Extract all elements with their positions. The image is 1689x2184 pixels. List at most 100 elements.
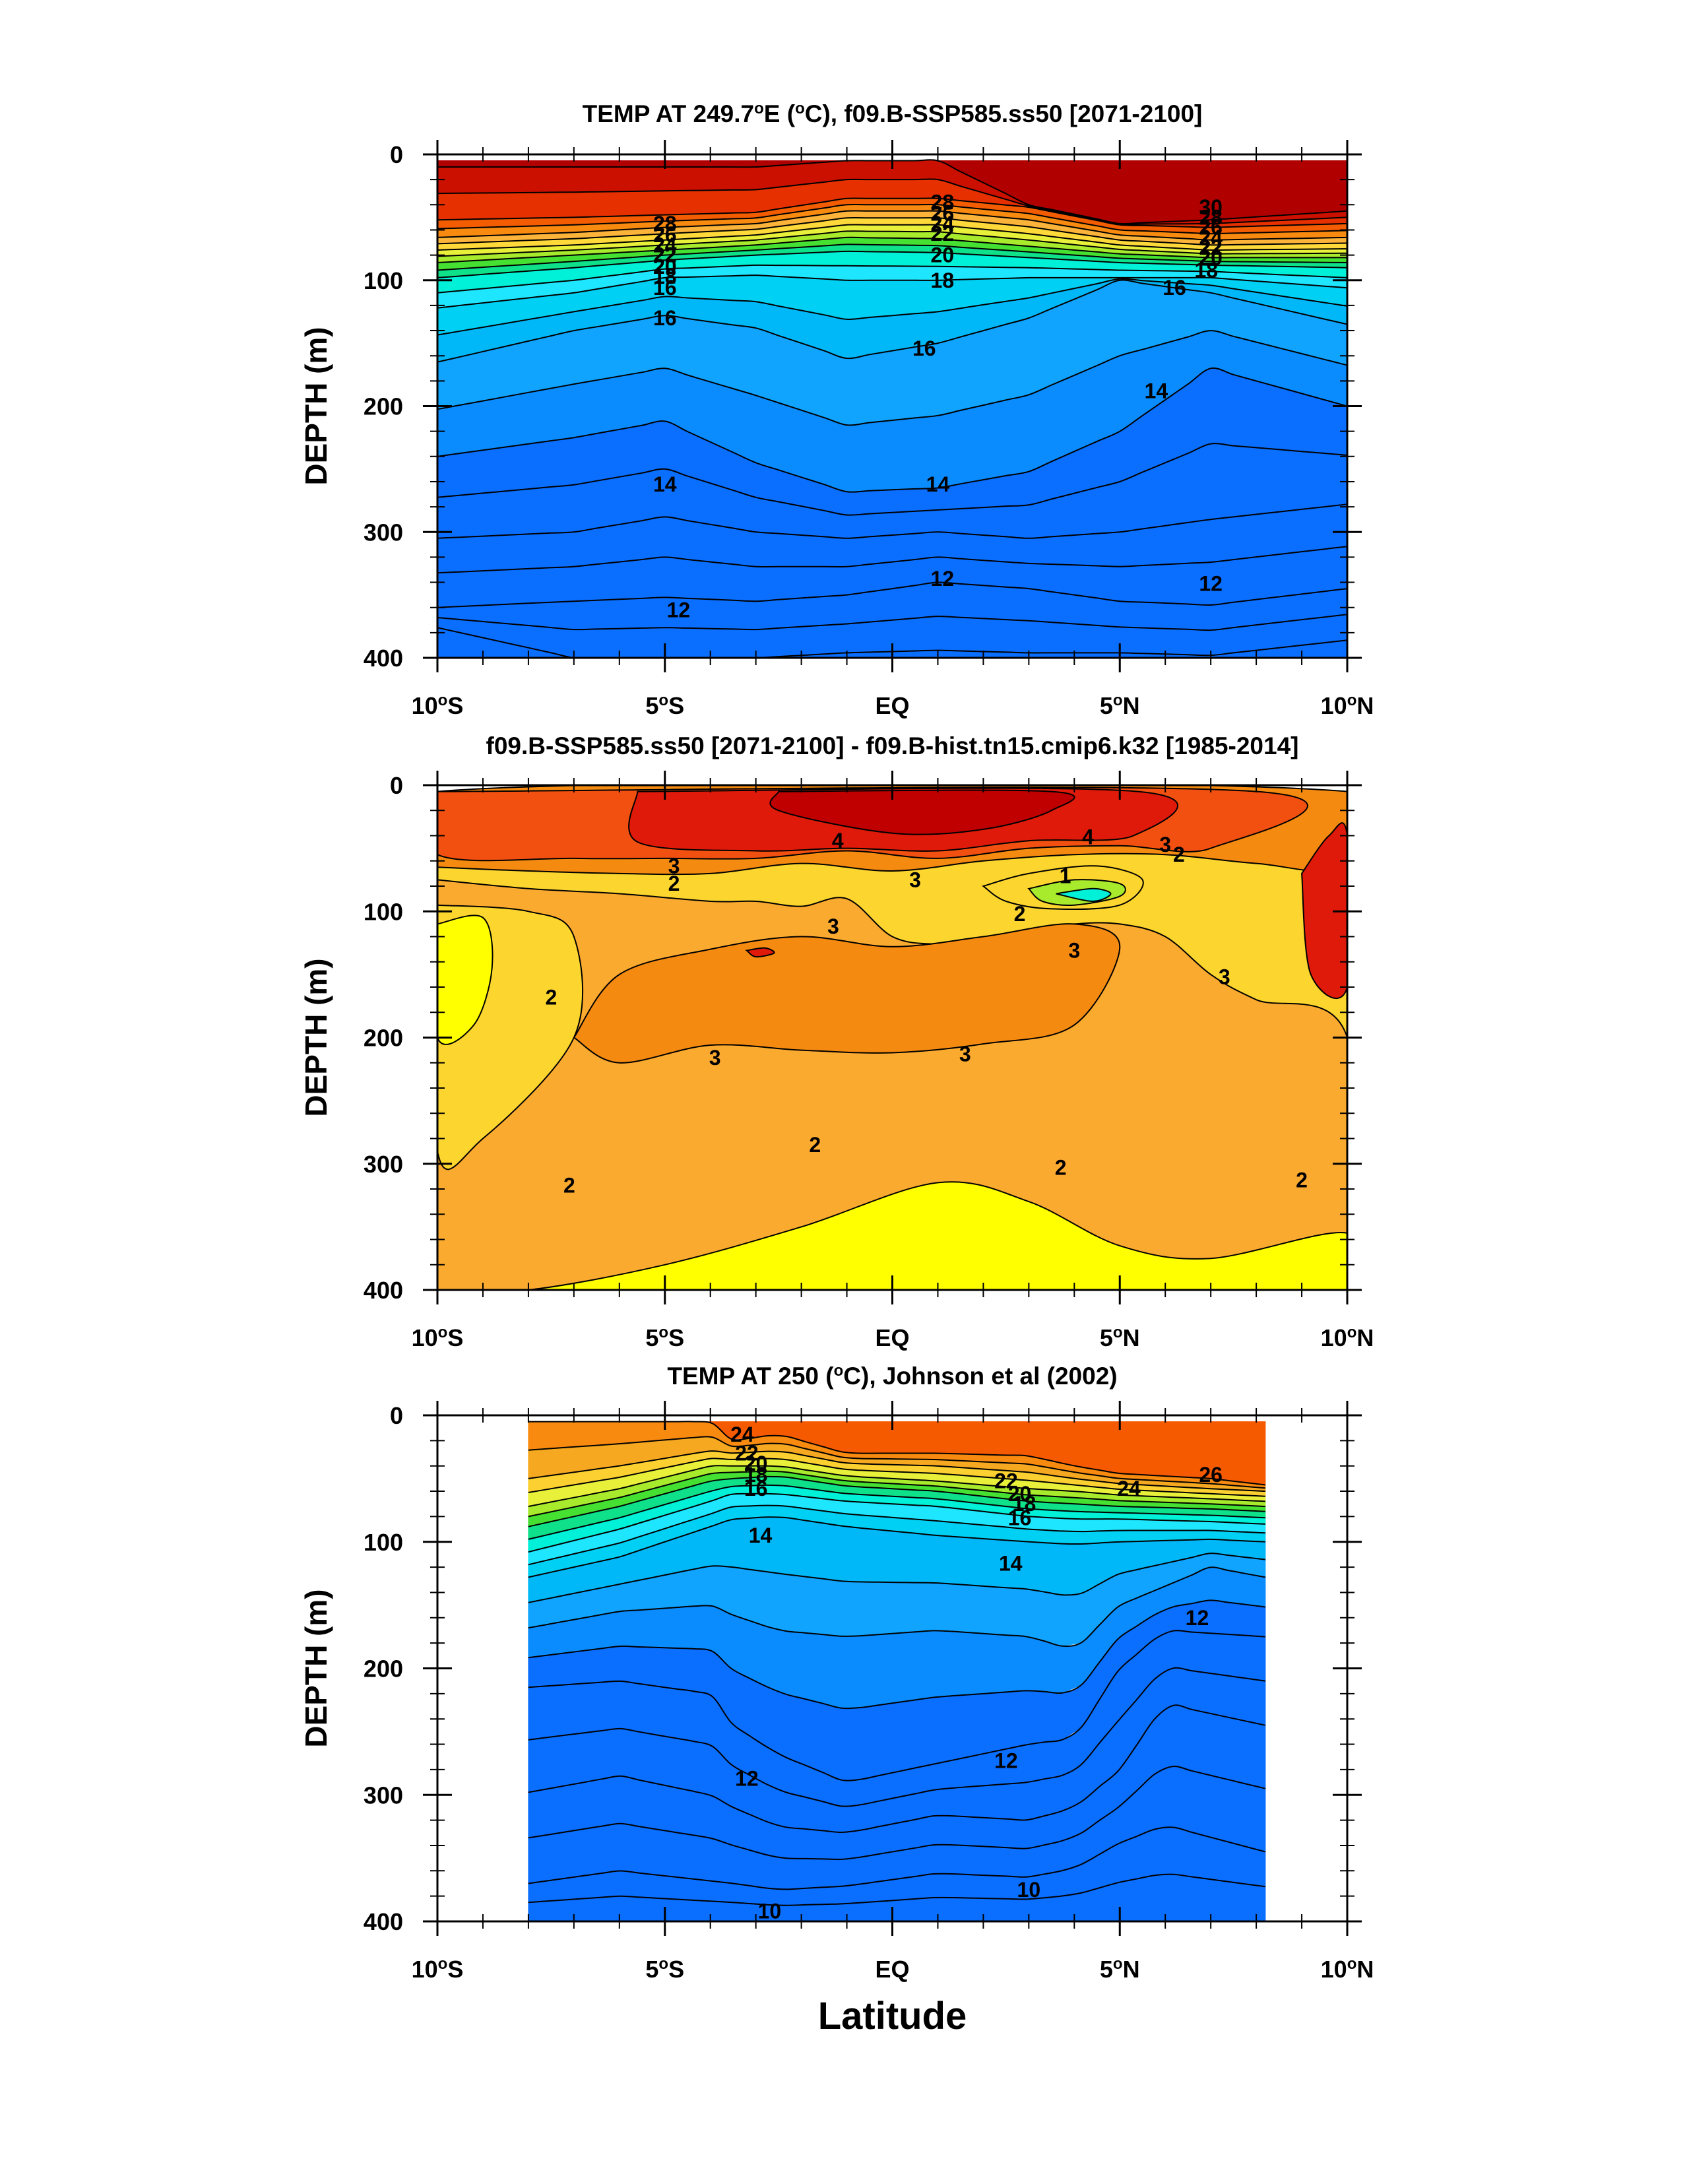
chart-panel-1: 2826242220181616282624222018163028262422… bbox=[299, 100, 1374, 720]
contour-label: 28 bbox=[653, 212, 677, 236]
tick-part: 10 bbox=[1321, 1324, 1347, 1351]
contour-label: 12 bbox=[931, 567, 955, 591]
contour-line bbox=[437, 614, 1347, 631]
contour-line bbox=[437, 210, 1347, 241]
contour-label: 3 bbox=[909, 868, 921, 891]
contour-label: 2 bbox=[1055, 1155, 1067, 1179]
x-tick-label: 5oN bbox=[1100, 1324, 1140, 1352]
contour-line bbox=[528, 1704, 1266, 1834]
contour-label: 2 bbox=[668, 872, 680, 895]
title-part: TEMP AT 250 ( bbox=[667, 1363, 834, 1390]
contour-label: 12 bbox=[735, 1766, 759, 1790]
contour-line bbox=[528, 1484, 1265, 1540]
tick-part: 5 bbox=[645, 1956, 658, 1983]
contour-line bbox=[437, 203, 1347, 235]
contour-label: 20 bbox=[653, 255, 677, 278]
y-tick-label: 400 bbox=[364, 1277, 403, 1304]
tick-part: 5 bbox=[1100, 692, 1113, 719]
contour-line bbox=[437, 250, 1347, 278]
x-tick-label: EQ bbox=[875, 1956, 909, 1983]
contour-label: 20 bbox=[744, 1452, 768, 1475]
contour-line bbox=[528, 1667, 1266, 1807]
contour-line bbox=[437, 224, 1347, 251]
contour-label: 16 bbox=[912, 337, 936, 360]
x-tick-label: 10oS bbox=[412, 1324, 464, 1352]
x-tick-label: EQ bbox=[875, 1324, 909, 1351]
contour-label: 26 bbox=[653, 223, 677, 247]
title-part: f09.B-SSP585.ss50 [2071-2100] - f09.B-hi… bbox=[486, 732, 1299, 759]
contour-line bbox=[437, 330, 1347, 426]
contour-label: 3 bbox=[1159, 833, 1171, 856]
contour-label: 14 bbox=[749, 1524, 773, 1547]
contour-line bbox=[528, 1599, 1266, 1710]
contour-line bbox=[528, 1436, 1265, 1489]
contour-label: 14 bbox=[926, 472, 950, 496]
contour-label: 20 bbox=[1008, 1482, 1032, 1506]
contour-line bbox=[528, 1458, 1265, 1497]
tick-part: S bbox=[447, 1324, 463, 1351]
anomaly-region bbox=[769, 789, 1075, 835]
tick-part: EQ bbox=[875, 692, 909, 719]
contour-line bbox=[528, 1826, 1266, 1890]
contour-label: 26 bbox=[931, 202, 955, 226]
contour-line bbox=[528, 1470, 1265, 1518]
anomaly-region bbox=[745, 947, 775, 958]
contour-line bbox=[528, 1475, 1265, 1527]
contour-label: 2 bbox=[1014, 902, 1026, 926]
contour-label: 14 bbox=[999, 1551, 1023, 1575]
panel-title: f09.B-SSP585.ss50 [2071-2100] - f09.B-hi… bbox=[486, 732, 1299, 759]
x-tick-label: 5oS bbox=[645, 691, 684, 720]
contour-line bbox=[437, 274, 1347, 309]
contour-line bbox=[528, 1421, 1266, 1486]
title-part: E ( bbox=[764, 100, 796, 127]
contour-label: 26 bbox=[1199, 216, 1223, 240]
contour-line bbox=[437, 178, 1347, 226]
contour-label: 2 bbox=[1173, 843, 1185, 866]
tick-part: EQ bbox=[875, 1956, 909, 1983]
contour-line bbox=[437, 197, 1347, 228]
degree-superscript: o bbox=[1113, 691, 1123, 709]
degree-superscript: o bbox=[795, 100, 805, 117]
tick-part: 5 bbox=[1100, 1324, 1113, 1351]
contour-line bbox=[437, 279, 1347, 363]
tick-part: N bbox=[1123, 1324, 1140, 1351]
contour-label: 2 bbox=[545, 985, 557, 1009]
contour-line bbox=[528, 1630, 1265, 1782]
x-tick-label: 10oS bbox=[412, 1955, 464, 1983]
tick-part: S bbox=[668, 1324, 684, 1351]
contour-label: 3 bbox=[1219, 965, 1230, 989]
x-tick-label: 5oN bbox=[1100, 1955, 1140, 1983]
contour-label: 2 bbox=[809, 1133, 821, 1157]
tick-part: N bbox=[1123, 1956, 1140, 1983]
contour-label: 14 bbox=[1145, 379, 1168, 403]
contour-label: 22 bbox=[994, 1469, 1018, 1493]
degree-superscript: o bbox=[1347, 691, 1357, 709]
plot-area: 2826242220181616282624222018163028262422… bbox=[437, 159, 1347, 658]
tick-part: S bbox=[447, 692, 463, 719]
contour-line bbox=[437, 264, 1347, 294]
tick-part: S bbox=[447, 1956, 463, 1983]
anomaly-region bbox=[437, 1181, 1347, 1290]
y-tick-label: 400 bbox=[364, 645, 403, 672]
tick-part: S bbox=[668, 692, 684, 719]
degree-superscript: o bbox=[658, 1955, 668, 1973]
anomaly-region bbox=[1300, 822, 1347, 1000]
contour-label: 28 bbox=[1199, 205, 1223, 229]
contour-label: 22 bbox=[735, 1442, 759, 1465]
contour-label: 12 bbox=[1186, 1606, 1209, 1630]
x-axis-label: Latitude bbox=[818, 1995, 967, 2038]
degree-superscript: o bbox=[658, 691, 668, 709]
degree-superscript: o bbox=[1113, 1324, 1123, 1341]
contour-line bbox=[437, 503, 1347, 539]
y-tick-label: 200 bbox=[364, 393, 403, 420]
x-tick-label: 10oN bbox=[1321, 691, 1374, 720]
contour-label: 26 bbox=[1199, 1463, 1223, 1487]
tick-part: 10 bbox=[412, 1324, 438, 1351]
x-tick-label: 10oN bbox=[1321, 1324, 1374, 1352]
anomaly-region bbox=[1056, 887, 1112, 903]
contour-label: 10 bbox=[758, 1900, 782, 1923]
contour-line bbox=[437, 243, 1347, 271]
title-part: C), f09.B-SSP585.ss50 [2071-2100] bbox=[805, 100, 1203, 127]
x-tick-label: 5oS bbox=[645, 1955, 684, 1983]
